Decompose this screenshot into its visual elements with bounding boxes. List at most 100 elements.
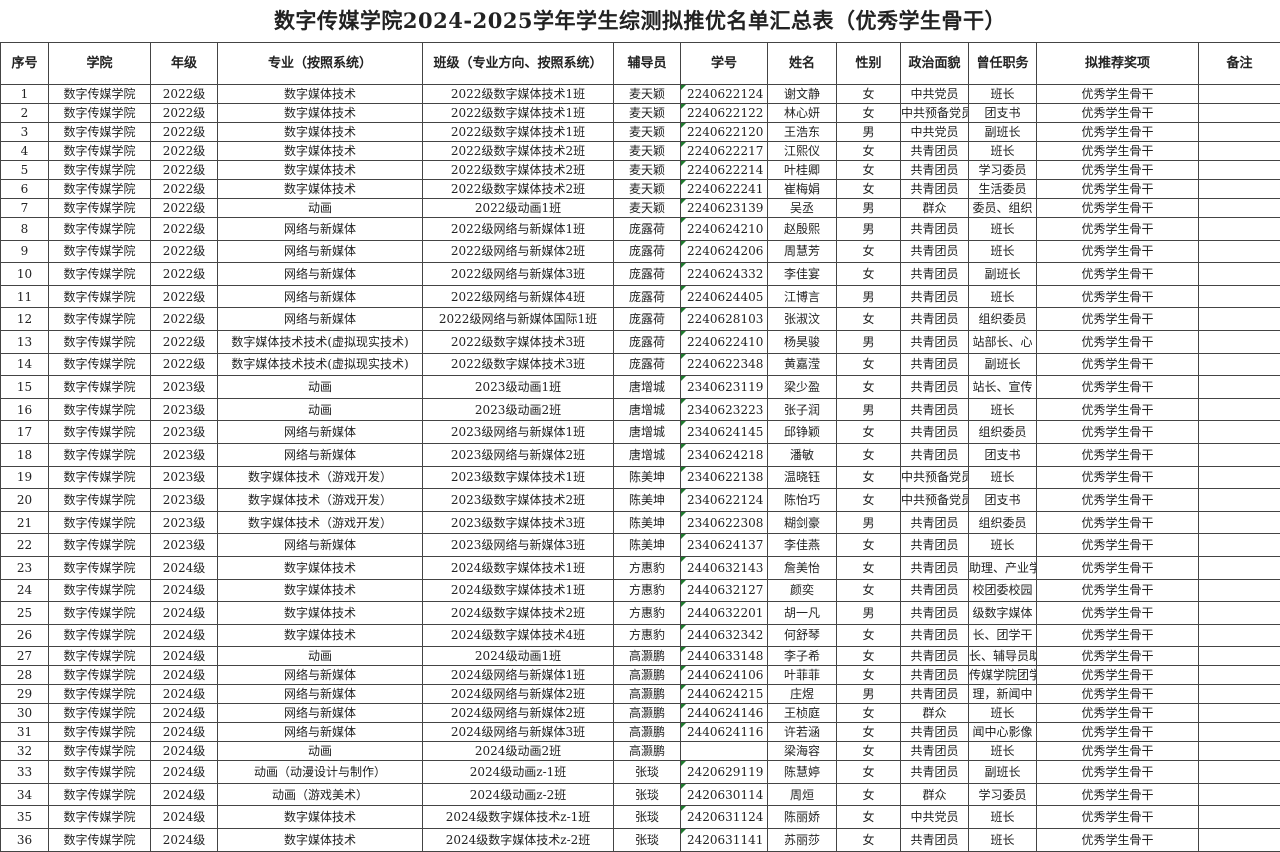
cell-name[interactable]: 崔梅娟 xyxy=(768,180,837,199)
cell-remarks[interactable] xyxy=(1199,511,1280,534)
cell-major[interactable]: 数字媒体技术技术(虚拟现实技术) xyxy=(218,353,423,376)
cell-seq[interactable]: 18 xyxy=(1,443,49,466)
cell-seq[interactable]: 5 xyxy=(1,161,49,180)
cell-class[interactable]: 2022级数字媒体技术1班 xyxy=(423,123,614,142)
cell-former-position[interactable]: 班长 xyxy=(969,466,1037,489)
cell-counselor[interactable]: 高灏鹏 xyxy=(614,723,681,742)
cell-major[interactable]: 动画 xyxy=(218,199,423,218)
cell-former-position[interactable]: 传媒学院团学 xyxy=(969,666,1037,685)
cell-counselor[interactable]: 方惠豹 xyxy=(614,602,681,625)
cell-major[interactable]: 网络与新媒体 xyxy=(218,723,423,742)
cell-gender[interactable]: 女 xyxy=(837,723,901,742)
cell-former-position[interactable]: 闻中心影像 xyxy=(969,723,1037,742)
cell-former-position[interactable]: 班长 xyxy=(969,85,1037,104)
cell-major[interactable]: 数字媒体技术（游戏开发） xyxy=(218,511,423,534)
cell-gender[interactable]: 女 xyxy=(837,142,901,161)
cell-award[interactable]: 优秀学生骨干 xyxy=(1037,511,1199,534)
cell-award[interactable]: 优秀学生骨干 xyxy=(1037,742,1199,761)
cell-college[interactable]: 数字传媒学院 xyxy=(49,742,151,761)
cell-former-position[interactable]: 长、辅导员助 xyxy=(969,647,1037,666)
cell-name[interactable]: 李佳燕 xyxy=(768,534,837,557)
cell-former-position[interactable]: 副班长 xyxy=(969,123,1037,142)
cell-grade[interactable]: 2022级 xyxy=(151,330,218,353)
header-grade[interactable]: 年级 xyxy=(151,43,218,85)
cell-seq[interactable]: 8 xyxy=(1,218,49,241)
cell-counselor[interactable]: 张琰 xyxy=(614,783,681,806)
cell-name[interactable]: 李佳宴 xyxy=(768,263,837,286)
header-award[interactable]: 拟推荐奖项 xyxy=(1037,43,1199,85)
cell-major[interactable]: 数字媒体技术 xyxy=(218,161,423,180)
cell-class[interactable]: 2022级数字媒体技术2班 xyxy=(423,142,614,161)
cell-remarks[interactable] xyxy=(1199,602,1280,625)
cell-remarks[interactable] xyxy=(1199,421,1280,444)
cell-grade[interactable]: 2023级 xyxy=(151,466,218,489)
cell-major[interactable]: 数字媒体技术 xyxy=(218,104,423,123)
cell-student-id[interactable]: 2340624145 xyxy=(681,421,768,444)
cell-remarks[interactable] xyxy=(1199,443,1280,466)
cell-class[interactable]: 2022级数字媒体技术3班 xyxy=(423,330,614,353)
cell-remarks[interactable] xyxy=(1199,666,1280,685)
cell-political-status[interactable]: 共青团员 xyxy=(901,666,969,685)
cell-remarks[interactable] xyxy=(1199,556,1280,579)
cell-award[interactable]: 优秀学生骨干 xyxy=(1037,443,1199,466)
cell-student-id[interactable]: 2440632201 xyxy=(681,602,768,625)
cell-remarks[interactable] xyxy=(1199,308,1280,331)
cell-gender[interactable]: 女 xyxy=(837,761,901,784)
cell-name[interactable]: 何舒琴 xyxy=(768,624,837,647)
cell-seq[interactable]: 20 xyxy=(1,489,49,512)
cell-grade[interactable]: 2024级 xyxy=(151,647,218,666)
cell-college[interactable]: 数字传媒学院 xyxy=(49,263,151,286)
cell-remarks[interactable] xyxy=(1199,199,1280,218)
cell-counselor[interactable]: 方惠豹 xyxy=(614,579,681,602)
cell-name[interactable]: 杨昊骏 xyxy=(768,330,837,353)
cell-gender[interactable]: 男 xyxy=(837,602,901,625)
cell-college[interactable]: 数字传媒学院 xyxy=(49,376,151,399)
cell-name[interactable]: 梁少盈 xyxy=(768,376,837,399)
cell-major[interactable]: 数字媒体技术 xyxy=(218,556,423,579)
cell-major[interactable]: 动画 xyxy=(218,742,423,761)
cell-grade[interactable]: 2022级 xyxy=(151,353,218,376)
cell-counselor[interactable]: 庞露荷 xyxy=(614,240,681,263)
cell-student-id[interactable]: 2440624146 xyxy=(681,704,768,723)
cell-college[interactable]: 数字传媒学院 xyxy=(49,199,151,218)
cell-political-status[interactable]: 共青团员 xyxy=(901,330,969,353)
cell-gender[interactable]: 女 xyxy=(837,421,901,444)
cell-grade[interactable]: 2024级 xyxy=(151,704,218,723)
cell-award[interactable]: 优秀学生骨干 xyxy=(1037,161,1199,180)
cell-seq[interactable]: 19 xyxy=(1,466,49,489)
cell-counselor[interactable]: 庞露荷 xyxy=(614,308,681,331)
header-former-position[interactable]: 曾任职务 xyxy=(969,43,1037,85)
cell-grade[interactable]: 2022级 xyxy=(151,308,218,331)
cell-college[interactable]: 数字传媒学院 xyxy=(49,285,151,308)
cell-remarks[interactable] xyxy=(1199,161,1280,180)
cell-name[interactable]: 吴丞 xyxy=(768,199,837,218)
cell-grade[interactable]: 2023级 xyxy=(151,489,218,512)
cell-political-status[interactable]: 共青团员 xyxy=(901,353,969,376)
cell-major[interactable]: 数字媒体技术 xyxy=(218,806,423,829)
cell-seq[interactable]: 35 xyxy=(1,806,49,829)
cell-major[interactable]: 数字媒体技术 xyxy=(218,624,423,647)
cell-student-id[interactable]: 2420631124 xyxy=(681,806,768,829)
cell-gender[interactable]: 女 xyxy=(837,263,901,286)
cell-political-status[interactable]: 共青团员 xyxy=(901,180,969,199)
cell-college[interactable]: 数字传媒学院 xyxy=(49,761,151,784)
cell-former-position[interactable]: 学习委员 xyxy=(969,783,1037,806)
cell-name[interactable]: 周烜 xyxy=(768,783,837,806)
cell-former-position[interactable]: 长、团学干 xyxy=(969,624,1037,647)
cell-name[interactable]: 江博言 xyxy=(768,285,837,308)
cell-political-status[interactable]: 共青团员 xyxy=(901,534,969,557)
cell-college[interactable]: 数字传媒学院 xyxy=(49,666,151,685)
cell-former-position[interactable]: 学习委员 xyxy=(969,161,1037,180)
cell-college[interactable]: 数字传媒学院 xyxy=(49,783,151,806)
cell-class[interactable]: 2023级网络与新媒体1班 xyxy=(423,421,614,444)
cell-major[interactable]: 数字媒体技术 xyxy=(218,579,423,602)
cell-gender[interactable]: 女 xyxy=(837,556,901,579)
cell-grade[interactable]: 2023级 xyxy=(151,511,218,534)
cell-grade[interactable]: 2023级 xyxy=(151,376,218,399)
cell-class[interactable]: 2022级网络与新媒体国际1班 xyxy=(423,308,614,331)
cell-student-id[interactable]: 2440632342 xyxy=(681,624,768,647)
cell-seq[interactable]: 12 xyxy=(1,308,49,331)
cell-class[interactable]: 2024级数字媒体技术2班 xyxy=(423,602,614,625)
header-seq[interactable]: 序号 xyxy=(1,43,49,85)
cell-counselor[interactable]: 麦天颖 xyxy=(614,161,681,180)
